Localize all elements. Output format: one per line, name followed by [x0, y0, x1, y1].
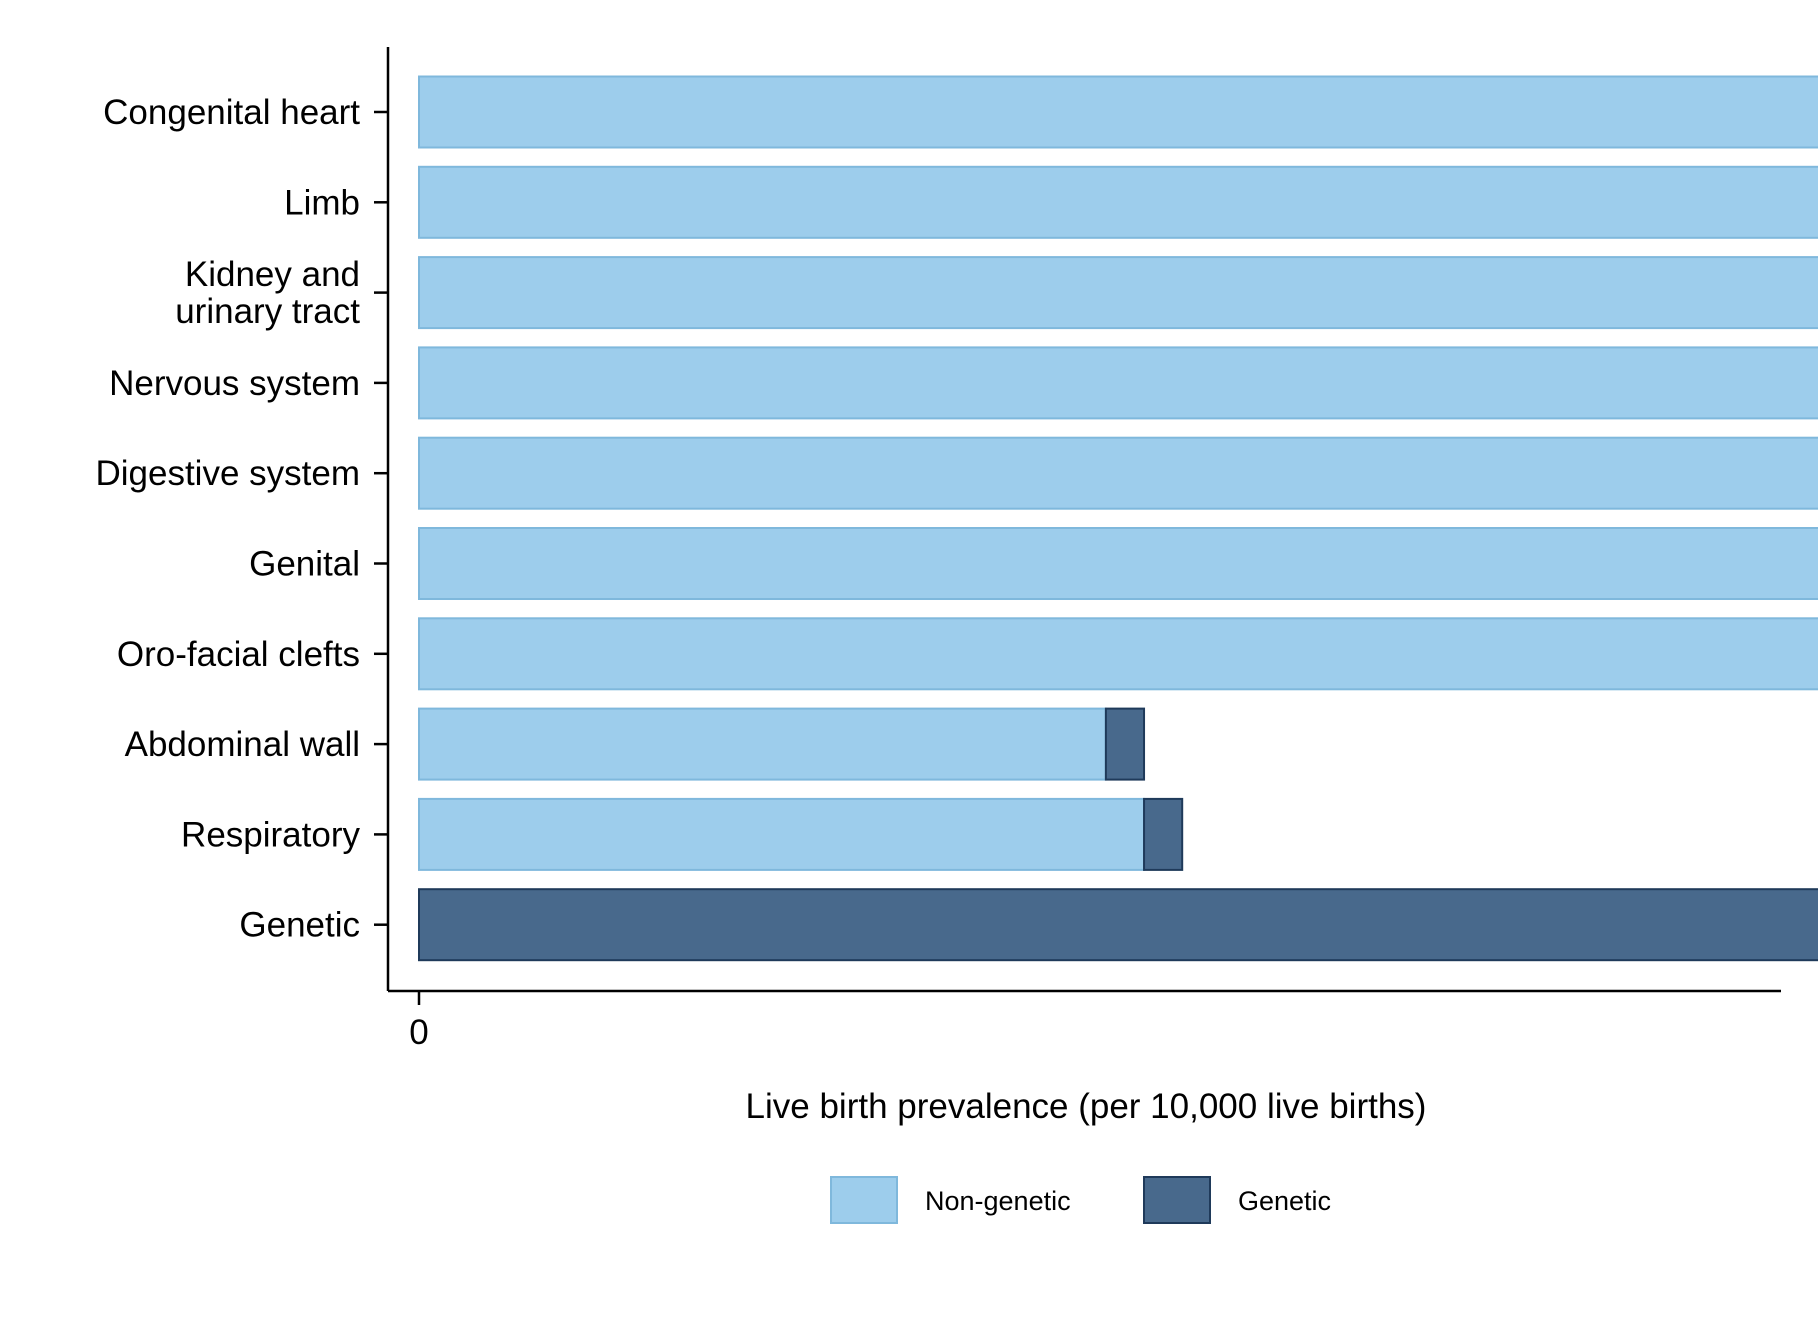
bar-non-genetic-congenital-heart: [418, 75, 1818, 149]
bar-genetic-abdominal-wall: [1104, 707, 1146, 781]
x-axis-ticks: 010203040506070: [409, 991, 429, 1052]
y-category-label: Abdominal wall: [125, 725, 360, 764]
y-category-label: Digestive system: [95, 454, 360, 493]
bar-non-genetic-nervous-system: [418, 346, 1818, 420]
bar-non-genetic-oro-facial-clefts: [418, 617, 1818, 691]
bars: [418, 75, 1818, 962]
bar-non-genetic-genital: [418, 527, 1818, 600]
bar-non-genetic-respiratory: [418, 797, 1146, 871]
bar-non-genetic-abdominal-wall: [418, 707, 1107, 781]
y-category-label: Congenital heart: [103, 93, 360, 132]
legend-swatch-non-genetic: [830, 1176, 898, 1224]
legend-label-genetic: Genetic: [1238, 1186, 1331, 1216]
bar-non-genetic-limb: [418, 165, 1818, 239]
x-tick-label-0: 0: [409, 1013, 428, 1052]
y-category-label: Nervous system: [109, 364, 360, 403]
bar-non-genetic-digestive-system: [418, 436, 1818, 510]
y-category-label: Kidney and urinary tract: [175, 255, 360, 331]
legend: Non-genetic Genetic: [830, 1176, 1331, 1224]
legend-label-non-genetic: Non-genetic: [925, 1186, 1071, 1216]
y-category-label: Respiratory: [181, 815, 360, 854]
y-axis-categories: Congenital heart Limb Kidney and urinary tr…: [95, 93, 388, 945]
legend-swatch-genetic: [1143, 1176, 1211, 1224]
y-category-label: Genetic: [239, 906, 360, 945]
bar-non-genetic-kidney-and-urinary-tract: [418, 256, 1818, 330]
bar-genetic-genetic: [418, 888, 1818, 962]
y-category-label: Oro-facial clefts: [117, 635, 360, 674]
x-axis-title: Live birth prevalence (per 10,000 live b…: [746, 1087, 1427, 1126]
y-category-label: Genital: [249, 545, 360, 584]
y-category-label: Limb: [284, 183, 360, 222]
bar-genetic-respiratory: [1143, 797, 1184, 871]
